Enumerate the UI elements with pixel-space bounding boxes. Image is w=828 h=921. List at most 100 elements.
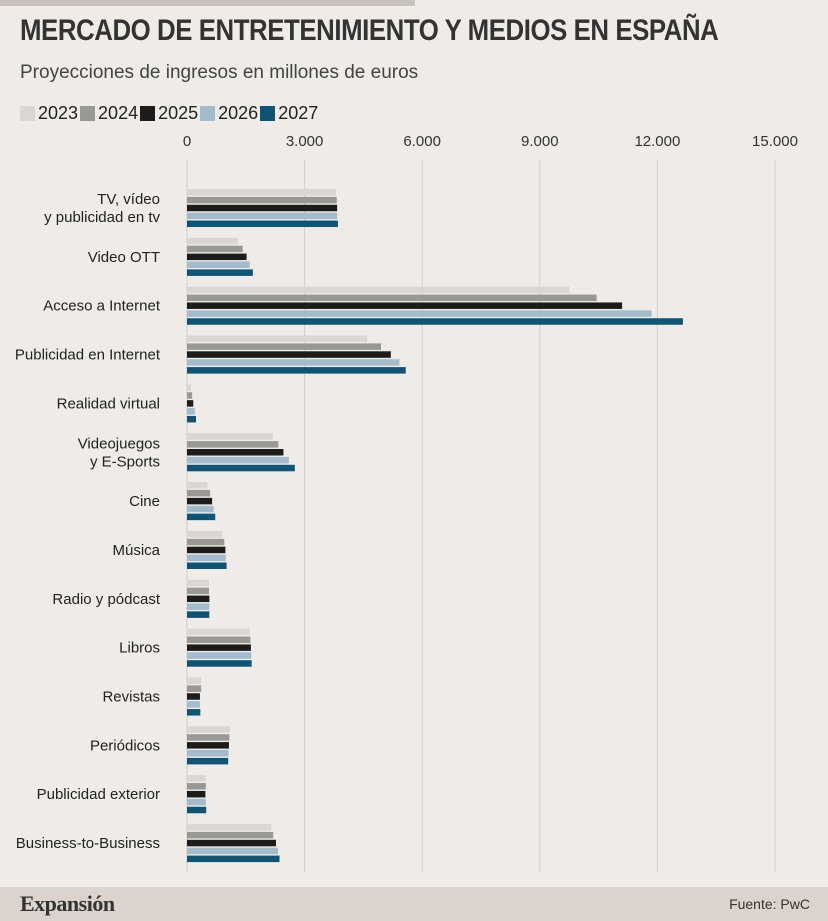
bar-2026 [187, 603, 210, 610]
bar-2026 [187, 261, 250, 268]
bar-2025 [187, 204, 338, 212]
bar-2025 [187, 546, 226, 554]
bar-2024 [187, 783, 206, 790]
bar-2023 [187, 482, 208, 489]
bar-2024 [187, 489, 211, 497]
bar-2027 [187, 806, 207, 814]
brand-logo: Expansión [20, 891, 115, 916]
bar-2026 [187, 310, 652, 317]
bar-2027 [187, 611, 210, 618]
category-label: Revistas [102, 689, 160, 706]
category-label: Video OTT [88, 249, 160, 266]
bar-2025 [187, 693, 200, 700]
bar-2023 [187, 824, 272, 831]
bar-2024 [187, 392, 193, 399]
bar-2024 [187, 196, 337, 204]
category-label: Publicidad en Internet [15, 347, 161, 364]
category-label: Libros [119, 640, 160, 657]
bar-2023 [187, 237, 238, 245]
bar-2027 [187, 367, 406, 374]
legend-item-2024: 2024 [80, 103, 138, 124]
legend-label: 2023 [38, 102, 79, 123]
bar-2026 [187, 554, 226, 562]
legend-swatch [80, 105, 96, 121]
top-rule [0, 0, 415, 6]
bar-2027 [187, 709, 201, 716]
bar-2024 [187, 636, 251, 643]
legend-label: 2026 [218, 102, 259, 123]
bar-2026 [187, 408, 195, 415]
bar-2023 [187, 726, 231, 733]
bar-2023 [187, 677, 202, 684]
bar-2023 [187, 335, 368, 342]
legend-item-2023: 2023 [20, 103, 78, 124]
x-tick-label: 12.000 [634, 133, 680, 150]
bar-2023 [187, 188, 336, 196]
bar-2023 [187, 286, 570, 294]
bar-2027 [187, 269, 253, 276]
legend-swatch [260, 105, 276, 121]
bar-2025 [187, 351, 391, 358]
category-label: Realidad virtual [57, 395, 160, 412]
bar-2026 [187, 505, 214, 513]
bar-chart: 0 3.000 6.000 9.000 12.000 15.000 TV, vídeo y p… [15, 133, 798, 872]
footer: Expansión Fuente: PwC [0, 887, 828, 921]
x-tick-label: 6.000 [403, 133, 441, 150]
bar-2026 [187, 212, 338, 220]
bar-2023 [187, 628, 250, 636]
category-label: Acceso a Internet [43, 298, 161, 315]
bar-2026 [187, 652, 252, 659]
bar-2027 [187, 562, 227, 569]
bar-2025 [187, 644, 251, 651]
bar-2026 [187, 847, 278, 855]
x-tick-label: 0 [183, 133, 191, 150]
category-label: Periódicos [90, 737, 160, 754]
legend-label: 2027 [278, 102, 319, 123]
legend-swatch [20, 105, 35, 121]
bar-2025 [187, 595, 210, 603]
x-tick-label: 9.000 [521, 133, 559, 150]
category-label: TV, vídeo y publicidad en tv [44, 191, 160, 226]
category-label: Videojuegos y E-Sports [78, 435, 160, 470]
bar-2023 [187, 384, 191, 391]
bar-2026 [187, 456, 289, 464]
legend-item-2027: 2027 [260, 103, 318, 124]
legend-label: 2024 [98, 102, 139, 123]
legend-label: 2025 [158, 102, 199, 123]
source-note: Fuente: PwC [729, 896, 810, 912]
bar-2025 [187, 742, 229, 749]
bar-2027 [187, 464, 295, 472]
bar-2025 [187, 790, 206, 798]
bar-2027 [187, 660, 252, 667]
bar-2024 [187, 831, 274, 839]
bar-2024 [187, 734, 230, 741]
category-label: Business-to-Business [16, 835, 160, 852]
category-label: Música [112, 542, 160, 559]
bar-2026 [187, 701, 200, 708]
bar-2027 [187, 855, 280, 863]
legend-item-2025: 2025 [140, 103, 198, 124]
bar-2026 [187, 798, 206, 806]
legend-item-2026: 2026 [200, 103, 258, 124]
chart-subtitle: Proyecciones de ingresos en millones de … [20, 62, 419, 83]
bar-2023 [187, 433, 274, 440]
bar-2025 [187, 253, 247, 261]
category-label: Cine [129, 493, 160, 510]
bar-2024 [187, 685, 202, 692]
category-label: Publicidad exterior [37, 786, 160, 803]
bar-2025 [187, 302, 623, 309]
bar-2024 [187, 538, 225, 546]
bar-2027 [187, 757, 229, 765]
bar-2027 [187, 415, 197, 423]
bar-2026 [187, 359, 400, 366]
bar-2023 [187, 775, 206, 782]
bar-2025 [187, 497, 213, 505]
bar-2027 [187, 318, 683, 325]
bar-2024 [187, 245, 243, 253]
bar-2024 [187, 441, 279, 448]
bar-2025 [187, 449, 284, 456]
bar-2026 [187, 750, 229, 757]
bar-2027 [187, 513, 216, 521]
x-tick-label: 3.000 [286, 133, 324, 150]
bar-2027 [187, 220, 338, 228]
